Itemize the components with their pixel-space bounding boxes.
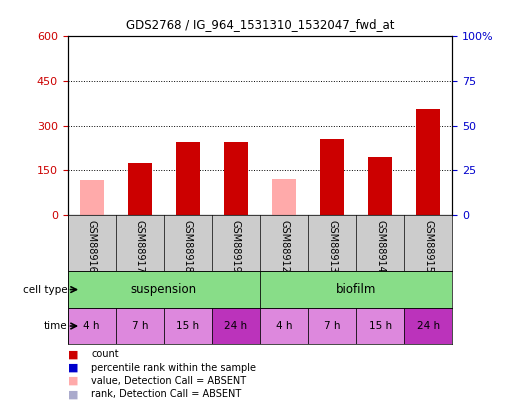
Bar <box>224 142 248 215</box>
Text: 7 h: 7 h <box>132 321 148 331</box>
Text: 4 h: 4 h <box>83 321 100 331</box>
Text: GDS2768 / IG_964_1531310_1532047_fwd_at: GDS2768 / IG_964_1531310_1532047_fwd_at <box>126 18 394 31</box>
Text: percentile rank within the sample: percentile rank within the sample <box>91 363 256 373</box>
Text: cell type: cell type <box>23 285 68 294</box>
Text: GSM88915: GSM88915 <box>423 220 433 273</box>
Bar <box>80 181 103 215</box>
Text: GSM88913: GSM88913 <box>327 220 337 273</box>
Text: GSM88916: GSM88916 <box>87 220 97 273</box>
Bar <box>128 163 152 215</box>
Bar <box>417 109 440 215</box>
Text: count: count <box>91 350 119 359</box>
Bar <box>356 308 405 344</box>
Bar <box>405 308 452 344</box>
Text: ■: ■ <box>68 363 78 373</box>
Text: 15 h: 15 h <box>176 321 199 331</box>
Text: GSM88912: GSM88912 <box>279 220 289 273</box>
Bar <box>176 142 200 215</box>
Text: suspension: suspension <box>131 283 197 296</box>
Text: ■: ■ <box>68 390 78 399</box>
Bar <box>68 271 260 308</box>
Text: ■: ■ <box>68 376 78 386</box>
Text: rank, Detection Call = ABSENT: rank, Detection Call = ABSENT <box>91 390 241 399</box>
Bar <box>164 308 212 344</box>
Bar <box>68 308 116 344</box>
Bar <box>260 271 452 308</box>
Text: GSM88918: GSM88918 <box>183 220 193 273</box>
Text: ■: ■ <box>68 350 78 359</box>
Text: GSM88919: GSM88919 <box>231 220 241 273</box>
Bar <box>272 179 296 215</box>
Bar <box>320 139 344 215</box>
Text: 24 h: 24 h <box>225 321 248 331</box>
Text: 7 h: 7 h <box>324 321 341 331</box>
Text: value, Detection Call = ABSENT: value, Detection Call = ABSENT <box>91 376 246 386</box>
Bar <box>212 308 260 344</box>
Text: biofilm: biofilm <box>336 283 376 296</box>
Text: 15 h: 15 h <box>369 321 392 331</box>
Bar <box>116 308 164 344</box>
Bar <box>260 308 308 344</box>
Text: 24 h: 24 h <box>417 321 440 331</box>
Text: GSM88914: GSM88914 <box>375 220 385 273</box>
Text: 4 h: 4 h <box>276 321 292 331</box>
Bar <box>308 308 356 344</box>
Text: time: time <box>44 321 68 331</box>
Text: GSM88917: GSM88917 <box>135 220 145 273</box>
Bar <box>368 157 392 215</box>
